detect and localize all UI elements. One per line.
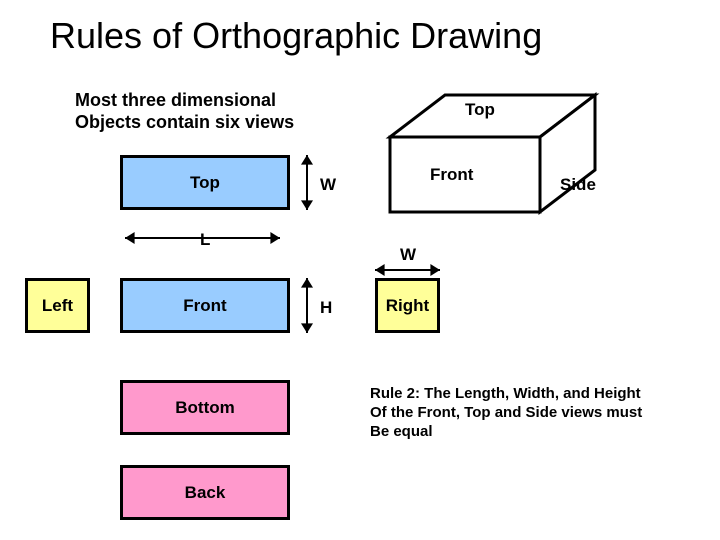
rule-text: Rule 2: The Length, Width, and Height Of…	[370, 385, 642, 441]
rule-line3: Be equal	[370, 423, 433, 440]
rule-line2: Of the Front, Top and Side views must	[370, 404, 642, 421]
arrow-h	[0, 0, 720, 540]
rule-line1: Rule 2: The Length, Width, and Height	[370, 385, 641, 402]
